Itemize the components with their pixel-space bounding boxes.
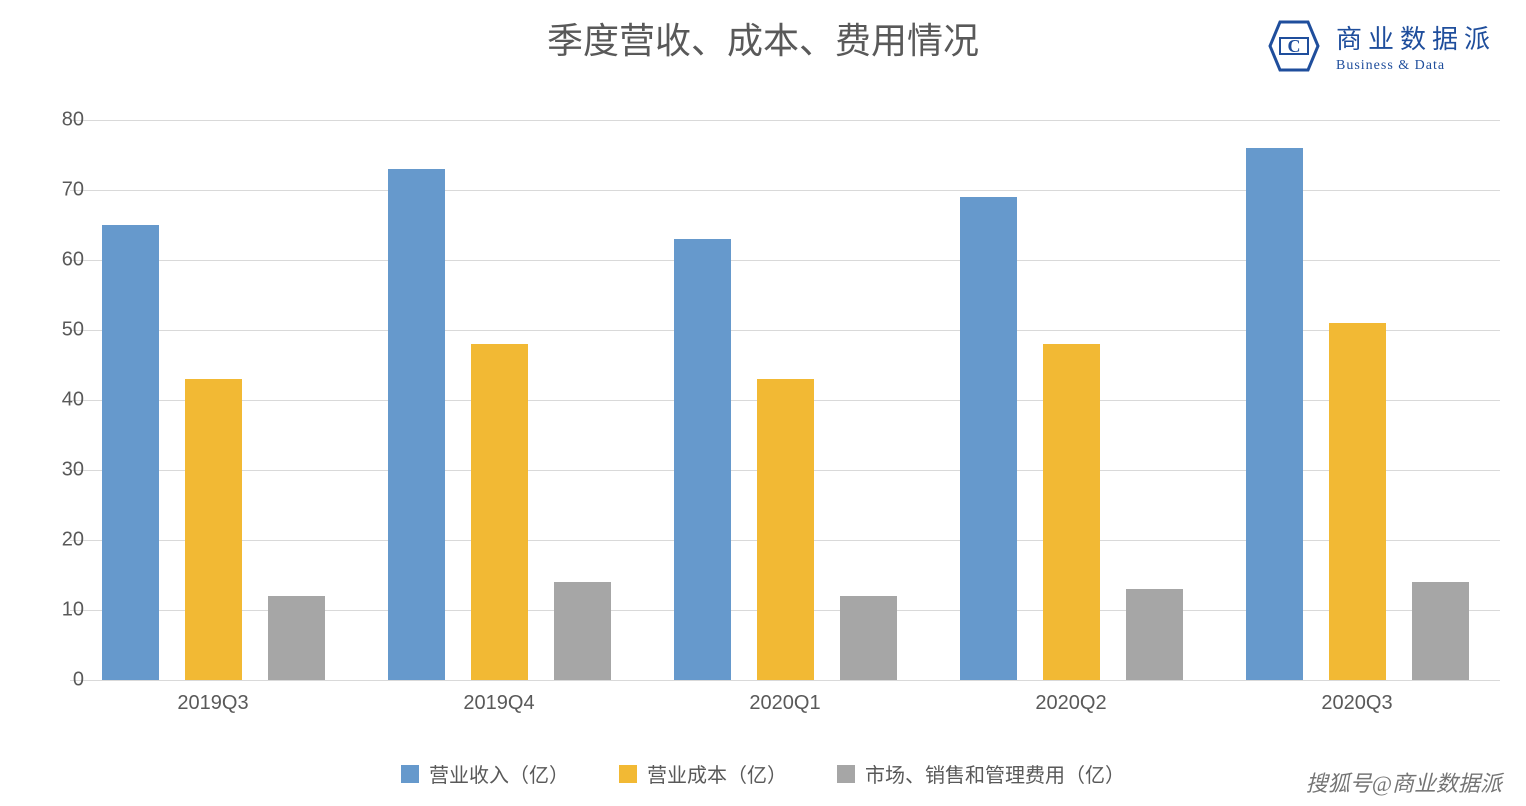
- bar: [185, 379, 242, 680]
- bar: [554, 582, 611, 680]
- x-axis-label: 2019Q4: [463, 692, 534, 715]
- chart-container: 季度营收、成本、费用情况 C 商业数据派 Business & Data 营业收…: [0, 0, 1526, 806]
- y-axis-label: 40: [24, 389, 84, 412]
- brand-logo: C 商业数据派 Business & Data: [1266, 18, 1496, 74]
- x-axis-label: 2020Q1: [749, 692, 820, 715]
- plot-area: [70, 120, 1500, 680]
- grid-line: [70, 120, 1500, 121]
- bar: [268, 596, 325, 680]
- legend-swatch: [837, 765, 855, 783]
- logo-text: 商业数据派 Business & Data: [1336, 19, 1496, 74]
- bar: [674, 239, 731, 680]
- bar: [1126, 589, 1183, 680]
- legend: 营业收入（亿） 营业成本（亿） 市场、销售和管理费用（亿）: [0, 759, 1526, 788]
- bar: [1043, 344, 1100, 680]
- legend-swatch: [619, 765, 637, 783]
- y-axis-label: 10: [24, 599, 84, 622]
- legend-item: 营业收入（亿）: [401, 759, 569, 788]
- y-axis-label: 60: [24, 249, 84, 272]
- bar: [840, 596, 897, 680]
- legend-swatch: [401, 765, 419, 783]
- y-axis-label: 50: [24, 319, 84, 342]
- logo-en: Business & Data: [1336, 58, 1496, 74]
- x-axis-label: 2020Q3: [1321, 692, 1392, 715]
- bar: [102, 225, 159, 680]
- bar: [471, 344, 528, 680]
- legend-label: 营业成本（亿）: [647, 759, 787, 788]
- bar: [757, 379, 814, 680]
- x-axis-label: 2019Q3: [177, 692, 248, 715]
- y-axis-label: 70: [24, 179, 84, 202]
- y-axis-label: 80: [24, 109, 84, 132]
- x-axis-label: 2020Q2: [1035, 692, 1106, 715]
- grid-line: [70, 680, 1500, 681]
- y-axis-label: 20: [24, 529, 84, 552]
- legend-label: 市场、销售和管理费用（亿）: [865, 759, 1125, 788]
- logo-cn: 商业数据派: [1336, 19, 1496, 56]
- bar: [1246, 148, 1303, 680]
- bar: [960, 197, 1017, 680]
- legend-item: 市场、销售和管理费用（亿）: [837, 759, 1125, 788]
- bar: [388, 169, 445, 680]
- bar: [1329, 323, 1386, 680]
- y-axis-label: 30: [24, 459, 84, 482]
- legend-label: 营业收入（亿）: [429, 759, 569, 788]
- bar: [1412, 582, 1469, 680]
- logo-badge-icon: C: [1266, 18, 1322, 74]
- y-axis-label: 0: [24, 669, 84, 692]
- svg-text:C: C: [1287, 36, 1300, 56]
- watermark: 搜狐号@商业数据派: [1306, 766, 1502, 798]
- legend-item: 营业成本（亿）: [619, 759, 787, 788]
